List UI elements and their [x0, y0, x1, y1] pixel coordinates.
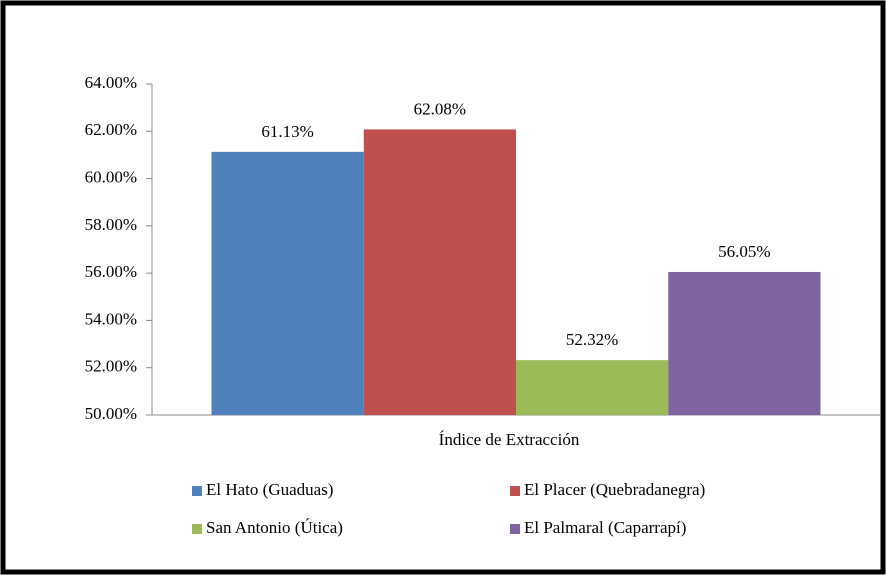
bar	[516, 360, 669, 415]
legend-swatch	[510, 486, 520, 496]
x-tick-label: Índice de Extracción	[439, 430, 580, 449]
value-label: 62.08%	[414, 99, 466, 118]
bar	[363, 129, 516, 415]
y-tick-label: 56.00%	[85, 262, 137, 281]
bar	[668, 271, 821, 415]
y-tick-label: 62.00%	[85, 120, 137, 139]
value-label: 61.13%	[261, 122, 313, 141]
value-label: 56.05%	[718, 242, 770, 261]
y-tick-label: 52.00%	[85, 357, 137, 376]
legend-label: San Antonio (Útica)	[206, 518, 343, 537]
legend-swatch	[192, 486, 202, 496]
value-label: 52.32%	[566, 330, 618, 349]
legend-label: El Palmaral (Caparrapí)	[524, 518, 686, 537]
y-tick-label: 58.00%	[85, 215, 137, 234]
y-tick-label: 50.00%	[85, 404, 137, 423]
y-tick-label: 60.00%	[85, 167, 137, 186]
y-tick-label: 64.00%	[85, 73, 137, 92]
y-tick-label: 54.00%	[85, 309, 137, 328]
legend-swatch	[192, 524, 202, 534]
legend-label: El Hato (Guaduas)	[206, 480, 333, 499]
bar	[211, 151, 364, 416]
legend-label: El Placer (Quebradanegra)	[524, 480, 705, 499]
legend-swatch	[510, 524, 520, 534]
